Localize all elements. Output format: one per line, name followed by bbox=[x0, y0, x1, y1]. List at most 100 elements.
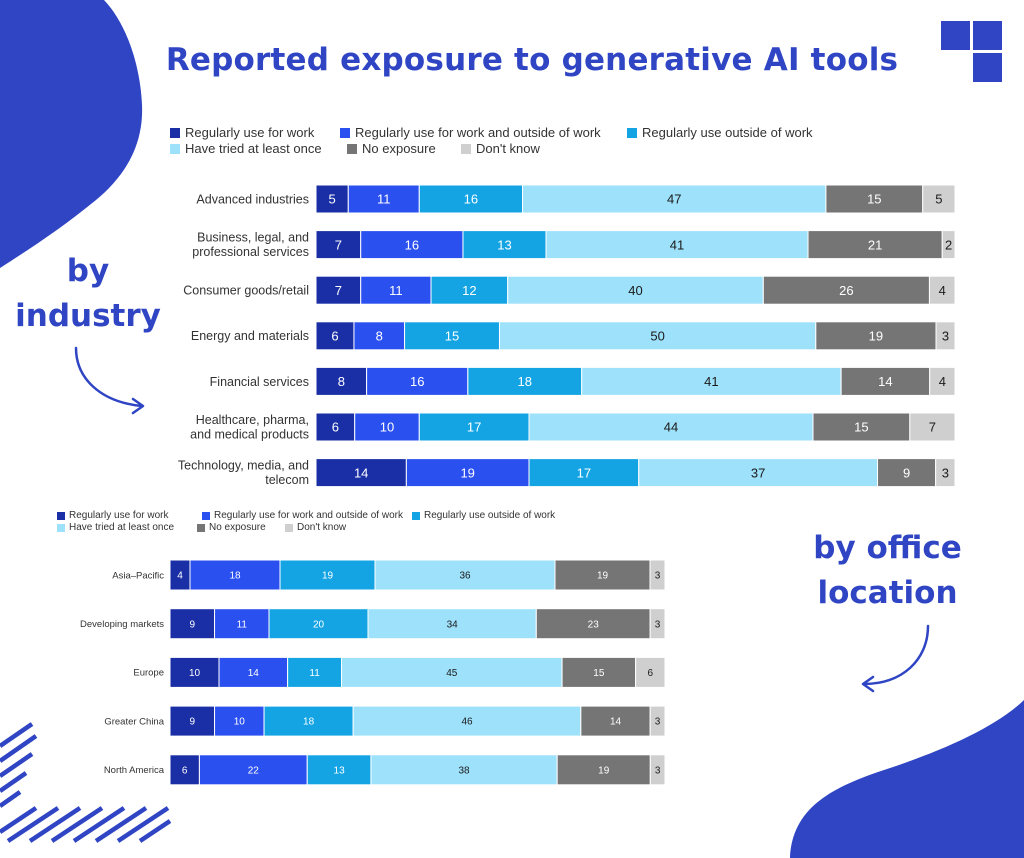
data-label: 11 bbox=[237, 619, 248, 630]
legend-item-regularly-use-for-work-and-outside-of-work: Regularly use for work and outside of wo… bbox=[340, 125, 601, 140]
bar-segment-no-exposure bbox=[807, 230, 943, 260]
arrow-curve-right-icon bbox=[74, 346, 144, 408]
bar-segment-don-t-know bbox=[935, 321, 956, 351]
category-label: Energy and materials bbox=[191, 329, 309, 343]
bar-segment-regularly-use-for-work bbox=[169, 705, 216, 737]
bar-segment-regularly-use-for-work-and-outside-of-work bbox=[366, 366, 469, 396]
data-label: 20 bbox=[313, 619, 325, 630]
data-label: 6 bbox=[648, 668, 654, 679]
blob-top-left bbox=[0, 0, 143, 268]
industry-row-energy-and-materials: Energy and materials 6 8 15 50 19 3 bbox=[191, 321, 956, 351]
bar-segment-don-t-know bbox=[922, 184, 956, 214]
data-label: 3 bbox=[655, 765, 661, 776]
data-label: 9 bbox=[189, 619, 195, 630]
bar-segment-regularly-use-outside-of-work bbox=[279, 559, 376, 591]
legend-swatch bbox=[170, 127, 180, 138]
category-label: North America bbox=[104, 765, 165, 776]
legend-item-no-exposure: No exposure bbox=[347, 141, 436, 156]
legend-item-regularly-use-for-work-and-outside-of-work: Regularly use for work and outside of wo… bbox=[202, 510, 403, 521]
legend-label: Don't know bbox=[297, 522, 347, 533]
data-label: 3 bbox=[942, 328, 949, 343]
legend-label: Regularly use outside of work bbox=[424, 510, 556, 521]
bar-segment-regularly-use-for-work bbox=[315, 412, 356, 442]
blob-bottom-right bbox=[790, 700, 1024, 858]
bar-segment-no-exposure bbox=[815, 321, 937, 351]
legend-swatch bbox=[170, 143, 180, 154]
bar-segment-no-exposure bbox=[825, 184, 924, 214]
data-label: 10 bbox=[189, 668, 201, 679]
data-label: 22 bbox=[248, 765, 260, 776]
bar-segment-regularly-use-for-work-and-outside-of-work bbox=[360, 275, 432, 305]
legend-label: Have tried at least once bbox=[185, 141, 322, 156]
data-label: 50 bbox=[650, 328, 664, 343]
data-label: 40 bbox=[628, 283, 642, 298]
by-office-location-label: by office location bbox=[800, 526, 975, 616]
bar-segment-regularly-use-outside-of-work bbox=[306, 754, 372, 786]
legend-item-don-t-know: Don't know bbox=[461, 141, 540, 156]
grid-squares-logo bbox=[941, 21, 1002, 82]
bar-segment-regularly-use-outside-of-work bbox=[268, 608, 369, 640]
data-label: 7 bbox=[335, 237, 342, 252]
data-label: 37 bbox=[751, 465, 765, 480]
data-label: 41 bbox=[670, 237, 684, 252]
bar-segment-no-exposure bbox=[561, 656, 637, 688]
category-label: Healthcare, pharma, and medical products bbox=[190, 413, 309, 442]
bar-segment-don-t-know bbox=[928, 275, 956, 305]
legend-swatch bbox=[412, 511, 420, 520]
bar-segment-regularly-use-outside-of-work bbox=[467, 366, 583, 396]
data-label: 16 bbox=[464, 192, 478, 207]
data-label: 7 bbox=[335, 283, 342, 298]
data-label: 26 bbox=[839, 283, 853, 298]
legend-item-have-tried-at-least-once: Have tried at least once bbox=[57, 522, 174, 533]
chart-title: Reported exposure to generative AI tools bbox=[165, 42, 899, 78]
category-label: Consumer goods/retail bbox=[183, 284, 309, 298]
bar-segment-have-tried-at-least-once bbox=[374, 559, 556, 591]
legend-swatch bbox=[197, 523, 205, 532]
category-label: Europe bbox=[133, 668, 164, 679]
category-label: Developing markets bbox=[80, 619, 164, 630]
data-label: 41 bbox=[704, 374, 718, 389]
bar-segment-don-t-know bbox=[941, 230, 956, 260]
data-label: 8 bbox=[376, 328, 383, 343]
data-label: 23 bbox=[588, 619, 600, 630]
data-label: 18 bbox=[518, 374, 532, 389]
data-label: 15 bbox=[445, 328, 459, 343]
data-label: 15 bbox=[867, 192, 881, 207]
bar-segment-have-tried-at-least-once bbox=[522, 184, 827, 214]
data-label: 12 bbox=[462, 283, 476, 298]
data-label: 17 bbox=[467, 420, 481, 435]
data-label: 6 bbox=[182, 765, 188, 776]
data-label: 11 bbox=[389, 283, 403, 298]
bar-segment-no-exposure bbox=[580, 705, 651, 737]
data-label: 10 bbox=[234, 717, 246, 728]
data-label: 4 bbox=[939, 283, 946, 298]
data-label: 16 bbox=[405, 237, 419, 252]
data-label: 13 bbox=[334, 765, 346, 776]
bar-segment-don-t-know bbox=[649, 705, 666, 737]
data-label: 14 bbox=[610, 717, 622, 728]
category-label: Financial services bbox=[210, 375, 309, 389]
legend-label: Regularly use outside of work bbox=[642, 125, 813, 140]
bar-segment-have-tried-at-least-once bbox=[498, 321, 817, 351]
office-row-north-america: North America 6 22 13 38 19 3 bbox=[104, 754, 666, 786]
data-label: 16 bbox=[410, 374, 424, 389]
data-label: 14 bbox=[354, 465, 368, 480]
category-label: Advanced industries bbox=[196, 192, 309, 206]
by-industry-label: by industry bbox=[8, 249, 168, 339]
bar-segment-don-t-know bbox=[649, 608, 666, 640]
industry-row-consumer-goods-retail: Consumer goods/retail 7 11 12 40 26 4 bbox=[183, 275, 956, 305]
by-office-line-2: location bbox=[817, 575, 958, 611]
bar-segment-no-exposure bbox=[840, 366, 931, 396]
bar-segment-don-t-know bbox=[909, 412, 956, 442]
office-row-developing-markets: Developing markets 9 11 20 34 23 3 bbox=[80, 608, 666, 640]
data-label: 19 bbox=[322, 571, 334, 582]
industry-row-business-legal-and-professional-services: Business, legal, and professional service… bbox=[192, 230, 956, 260]
data-label: 15 bbox=[854, 420, 868, 435]
bar-segment-no-exposure bbox=[812, 412, 911, 442]
bar-segment-regularly-use-for-work-and-outside-of-work bbox=[218, 656, 289, 688]
data-label: 2 bbox=[945, 237, 952, 252]
data-label: 18 bbox=[229, 571, 241, 582]
data-label: 9 bbox=[189, 717, 195, 728]
